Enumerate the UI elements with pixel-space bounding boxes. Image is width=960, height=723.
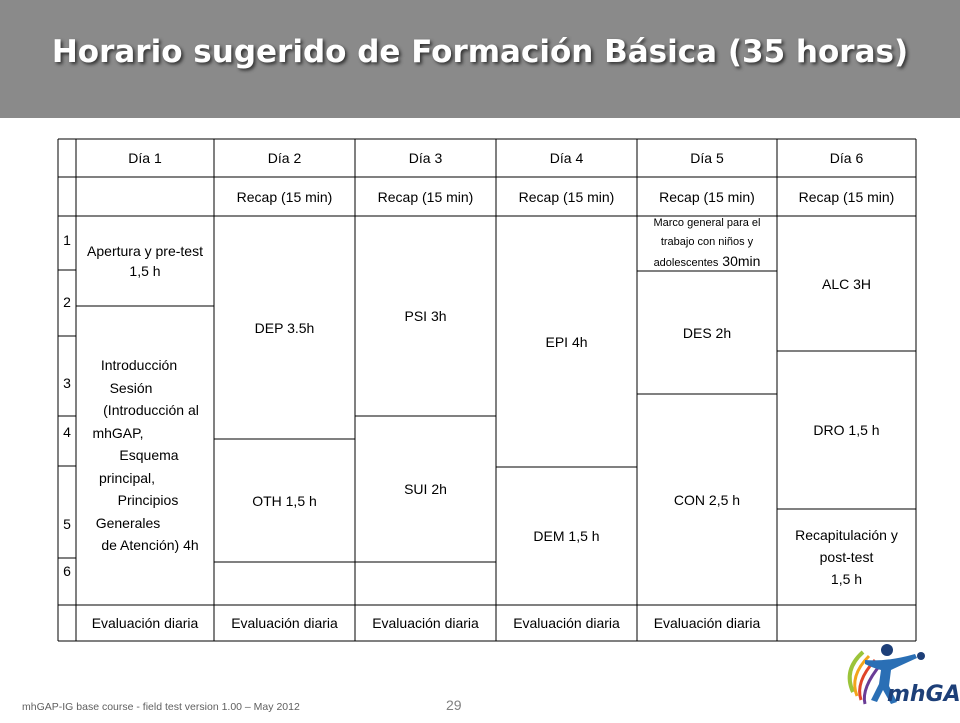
oth-cell: OTH 1,5 h bbox=[252, 492, 317, 509]
row-number-1: 1 bbox=[63, 232, 71, 248]
row-number-5: 5 bbox=[63, 516, 71, 532]
row-number-2: 2 bbox=[63, 294, 71, 310]
recapitulacion-line-1: Recapitulación y bbox=[795, 527, 898, 543]
logo-text: mhGAP bbox=[887, 682, 960, 707]
day-2-header: Día 2 bbox=[267, 150, 302, 166]
row-number-3: 3 bbox=[63, 375, 71, 391]
day-1-header: Día 1 bbox=[128, 150, 162, 166]
row-number-4: 4 bbox=[63, 424, 71, 440]
row-number-6: 6 bbox=[63, 563, 71, 579]
day-6-header: Día 6 bbox=[829, 150, 864, 166]
introduccion-cell: Introducción Sesión (Introducción al mhG… bbox=[76, 306, 214, 605]
dro-cell: DRO 1,5 h bbox=[813, 422, 880, 438]
title-bar bbox=[0, 0, 960, 118]
marco-line-3-text: adolescentes bbox=[653, 257, 719, 269]
apertura-label: Apertura y pre-test 1,5 h bbox=[87, 243, 203, 279]
introduccion-line-9: de Atención) 4h bbox=[101, 537, 199, 554]
introduccion-line-7: Principios bbox=[117, 492, 179, 509]
recap-day-5: Recap (15 min) bbox=[659, 188, 755, 205]
alc-cell: ALC 3H bbox=[821, 275, 872, 292]
recap-day-6: Recap (15 min) bbox=[798, 188, 895, 205]
des-cell: DES 2h bbox=[682, 324, 732, 341]
introduccion-line-6: principal, bbox=[98, 469, 156, 486]
recapitulacion-line-2: post-test bbox=[819, 549, 874, 565]
marco-time: 30min bbox=[722, 253, 761, 269]
recap-day-3: Recap (15 min) bbox=[377, 188, 474, 205]
day-3-header: Día 3 bbox=[408, 150, 443, 166]
marco-line-3: adolescentes 30min bbox=[654, 252, 761, 273]
mhgap-logo: mhGAP bbox=[835, 640, 960, 718]
introduccion-line-2: Sesión bbox=[109, 379, 153, 396]
dep-cell: DEP 3.5h bbox=[254, 319, 315, 336]
marco-line-2: trabajo con niños y bbox=[660, 236, 754, 248]
evaluacion-day-5: Evaluación diaria bbox=[653, 615, 761, 631]
introduccion-line-3: (Introducción al bbox=[103, 402, 199, 419]
marco-cell: Marco general para el trabajo con niños … bbox=[637, 216, 777, 271]
evaluacion-day-1: Evaluación diaria bbox=[91, 615, 199, 631]
footer-text: mhGAP-IG base course - field test versio… bbox=[22, 701, 300, 713]
recapitulacion-cell: Recapitulación y post-test 1,5 h bbox=[777, 509, 916, 605]
psi-cell: PSI 3h bbox=[404, 308, 447, 324]
con-cell: CON 2,5 h bbox=[673, 491, 741, 508]
marco-line-1: Marco general para el bbox=[653, 217, 761, 229]
evaluacion-day-4: Evaluación diaria bbox=[513, 615, 620, 631]
introduccion-line-5: Esquema bbox=[119, 447, 179, 464]
page-number: 29 bbox=[446, 697, 462, 713]
day-4-header: Día 4 bbox=[549, 150, 584, 166]
introduccion-line-8: Generales bbox=[95, 514, 161, 531]
introduccion-line-1: Introducción bbox=[100, 357, 178, 374]
sui-cell: SUI 2h bbox=[404, 481, 447, 497]
apertura-cell: Apertura y pre-test 1,5 h bbox=[82, 216, 208, 306]
day-5-header: Día 5 bbox=[690, 150, 724, 166]
epi-cell: EPI 4h bbox=[545, 333, 588, 350]
evaluacion-day-2: Evaluación diaria bbox=[231, 615, 338, 631]
recap-day-4: Recap (15 min) bbox=[518, 188, 615, 205]
recapitulacion-line-3: 1,5 h bbox=[830, 571, 863, 587]
recap-day-2: Recap (15 min) bbox=[236, 188, 333, 205]
page-title: Horario sugerido de Formación Básica (35… bbox=[51, 34, 909, 70]
introduccion-line-4: mhGAP, bbox=[92, 424, 144, 441]
evaluacion-day-3: Evaluación diaria bbox=[372, 615, 479, 631]
dem-cell: DEM 1,5 h bbox=[533, 528, 600, 544]
mhgap-figure-icon bbox=[847, 644, 925, 705]
